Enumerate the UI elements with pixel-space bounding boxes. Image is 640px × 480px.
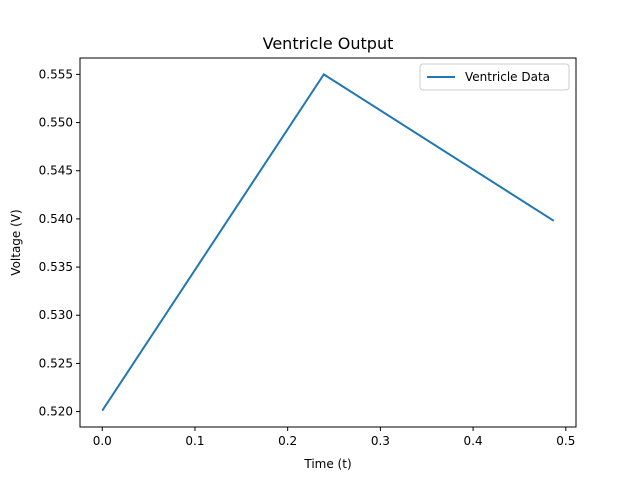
y-tick-label: 0.540 xyxy=(39,212,73,226)
y-tick-label: 0.550 xyxy=(39,116,73,130)
y-axis-label: Voltage (V) xyxy=(9,209,23,275)
y-tick-label: 0.525 xyxy=(39,356,73,370)
legend: Ventricle Data xyxy=(419,63,570,91)
plot-frame xyxy=(79,57,577,428)
y-tick-label: 0.520 xyxy=(39,405,73,419)
y-tick-label: 0.530 xyxy=(39,308,73,322)
y-axis: 0.520 0.525 0.530 0.535 0.540 0.545 0.550 0.555 xyxy=(39,67,80,419)
y-tick-label: 0.555 xyxy=(39,67,73,81)
plot-area xyxy=(79,57,577,428)
x-tick-label: 0.4 xyxy=(464,434,483,448)
x-tick-label: 0.5 xyxy=(556,434,575,448)
legend-entry-label: Ventricle Data xyxy=(465,70,550,84)
x-tick-label: 0.1 xyxy=(185,434,204,448)
x-tick-label: 0.0 xyxy=(93,434,112,448)
x-axis-label: Time (t) xyxy=(303,457,351,471)
chart-title: Ventricle Output xyxy=(263,34,394,53)
y-tick-label: 0.535 xyxy=(39,260,73,274)
series-line-0 xyxy=(101,73,555,412)
legend-box xyxy=(419,63,570,91)
x-tick-label: 0.3 xyxy=(371,434,390,448)
x-axis: 0.0 0.1 0.2 0.3 0.4 0.5 xyxy=(93,427,575,448)
x-tick-label: 0.2 xyxy=(278,434,297,448)
y-tick-label: 0.545 xyxy=(39,164,73,178)
